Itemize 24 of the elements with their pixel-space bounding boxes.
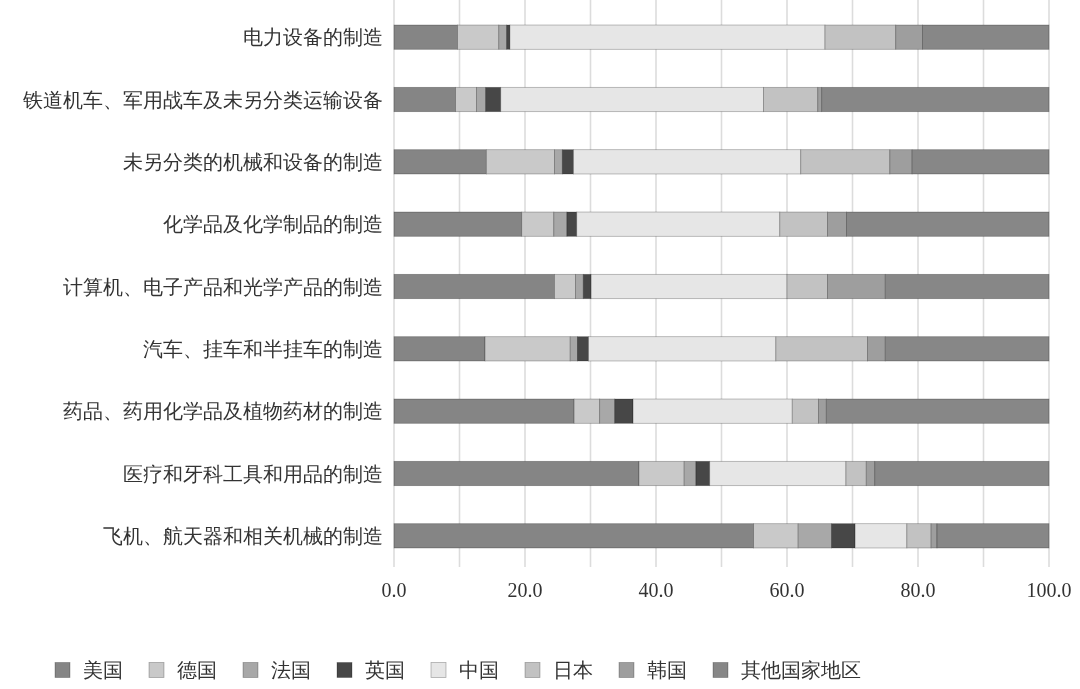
bar (821, 86, 1050, 113)
x-tick-label: 100.0 (1026, 579, 1072, 601)
y-tick-label: 铁道机车、军用战车及未另分类运输设备 (22, 88, 383, 111)
legend-label: 中国 (459, 659, 499, 681)
legend-label: 日本 (553, 659, 593, 681)
y-tick-label: 医疗和牙科工具和用品的制造 (123, 462, 383, 485)
y-tick-label: 飞机、航天器和相关机械的制造 (103, 524, 383, 547)
legend-label: 法国 (271, 659, 311, 681)
y-tick-label: 计算机、电子产品和光学产品的制造 (63, 275, 383, 298)
x-tick-label: 40.0 (638, 579, 674, 601)
x-tick-label: 60.0 (769, 579, 805, 601)
x-tick-label: 20.0 (507, 579, 543, 601)
legend-label: 美国 (83, 659, 123, 681)
y-tick-label: 电力设备的制造 (243, 26, 383, 49)
x-tick-label: 0.0 (381, 579, 407, 601)
x-tick-label: 80.0 (900, 579, 936, 601)
legend-label: 韩国 (647, 659, 687, 681)
legend-label: 其他国家地区 (741, 659, 861, 681)
y-tick-label: 化学品及化学制品的制造 (163, 213, 383, 236)
y-tick-label: 未另分类的机械和设备的制造 (123, 150, 383, 173)
legend-label: 德国 (177, 659, 217, 681)
y-tick-label: 汽车、挂车和半挂车的制造 (143, 337, 383, 360)
y-tick-label: 药品、药用化学品及植物药材的制造 (63, 400, 383, 423)
legend-label: 英国 (365, 659, 405, 681)
